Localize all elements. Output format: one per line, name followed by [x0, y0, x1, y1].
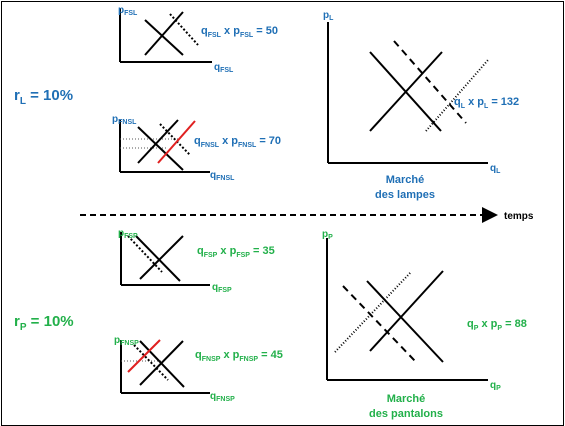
- fsl-revenue-label: qFSL x pFSL = 50: [201, 25, 278, 39]
- lamps-shifted-demand-curve: [393, 40, 467, 124]
- fsp-demand-curve: [135, 235, 181, 282]
- pants-market-y-axis-label: pP: [322, 229, 333, 241]
- fsl-supply-curve: [144, 11, 184, 56]
- fsl-graph: [119, 8, 212, 63]
- fsp-revenue-label: qFSP x pFSP = 35: [197, 245, 275, 259]
- lamps-market-y-axis-label: pL: [323, 10, 334, 22]
- fsl-y-axis-label: pFSL: [118, 5, 138, 17]
- fnsl-red-supply-curve: [157, 120, 196, 164]
- fnsp-x-axis-label: qFNSP: [210, 391, 235, 403]
- pants-market-caption-line1: Marché: [387, 393, 426, 405]
- fsp-shifted-curve: [127, 235, 163, 273]
- pants-supply-curve: [369, 270, 444, 352]
- fsp-x-axis-label: qFSP: [212, 282, 232, 294]
- fnsl-shifted-curve: [159, 123, 191, 156]
- fnsl-x-axis-label: qFNSL: [210, 170, 235, 182]
- fnsp-graph: [120, 339, 210, 394]
- fnsp-shifted-curve: [133, 344, 169, 381]
- fnsp-y-axis-label: pFNSP: [114, 335, 139, 347]
- pants-market-revenue-label: qP x pP = 88: [467, 318, 527, 332]
- fnsp-demand-curve: [139, 340, 185, 388]
- pants-shifted-supply-curve: [334, 271, 412, 353]
- fsl-x-axis-label: qFSL: [214, 62, 234, 74]
- lamps-market-revenue-label: qL x pL = 132: [454, 96, 519, 110]
- fnsp-red-supply-curve: [127, 339, 161, 373]
- pants-shifted-demand-curve: [342, 285, 416, 362]
- fsl-shifted-curve: [169, 13, 199, 46]
- lamps-shifted-supply-curve: [425, 59, 489, 132]
- fsp-supply-curve: [139, 235, 184, 280]
- lamps-market-caption-line1: Marché: [386, 174, 425, 186]
- lamps-market-caption-line2: des lampes: [375, 189, 435, 201]
- fnsl-y-axis-label: pFNSL: [112, 114, 137, 126]
- fnsl-supply-curve: [137, 119, 179, 164]
- fnsp-revenue-label: qFNSP x pFNSP = 45: [195, 349, 283, 363]
- lamps-market-x-axis-label: qL: [490, 163, 501, 175]
- lamps-market-graph: [327, 22, 489, 164]
- pants-market-graph: [326, 238, 488, 381]
- fsp-graph: [120, 232, 210, 286]
- pants-demand-curve: [366, 280, 444, 363]
- pants-market-caption-line2: des pantalons: [369, 408, 443, 420]
- fnsp-supply-curve: [139, 340, 184, 386]
- lamps-rate-label: rL = 10%: [14, 87, 73, 107]
- fnsl-graph: [119, 119, 210, 173]
- pants-rate-label: rP = 10%: [14, 313, 74, 333]
- pants-market-x-axis-label: qP: [490, 380, 501, 392]
- fsp-y-axis-label: pFSP: [118, 228, 138, 240]
- fsl-demand-curve: [144, 19, 184, 56]
- time-label: temps: [504, 211, 534, 222]
- fnsl-revenue-label: qFNSL x pFNSL = 70: [194, 135, 281, 149]
- lamps-supply-curve: [369, 51, 443, 132]
- fnsl-demand-curve: [137, 126, 184, 171]
